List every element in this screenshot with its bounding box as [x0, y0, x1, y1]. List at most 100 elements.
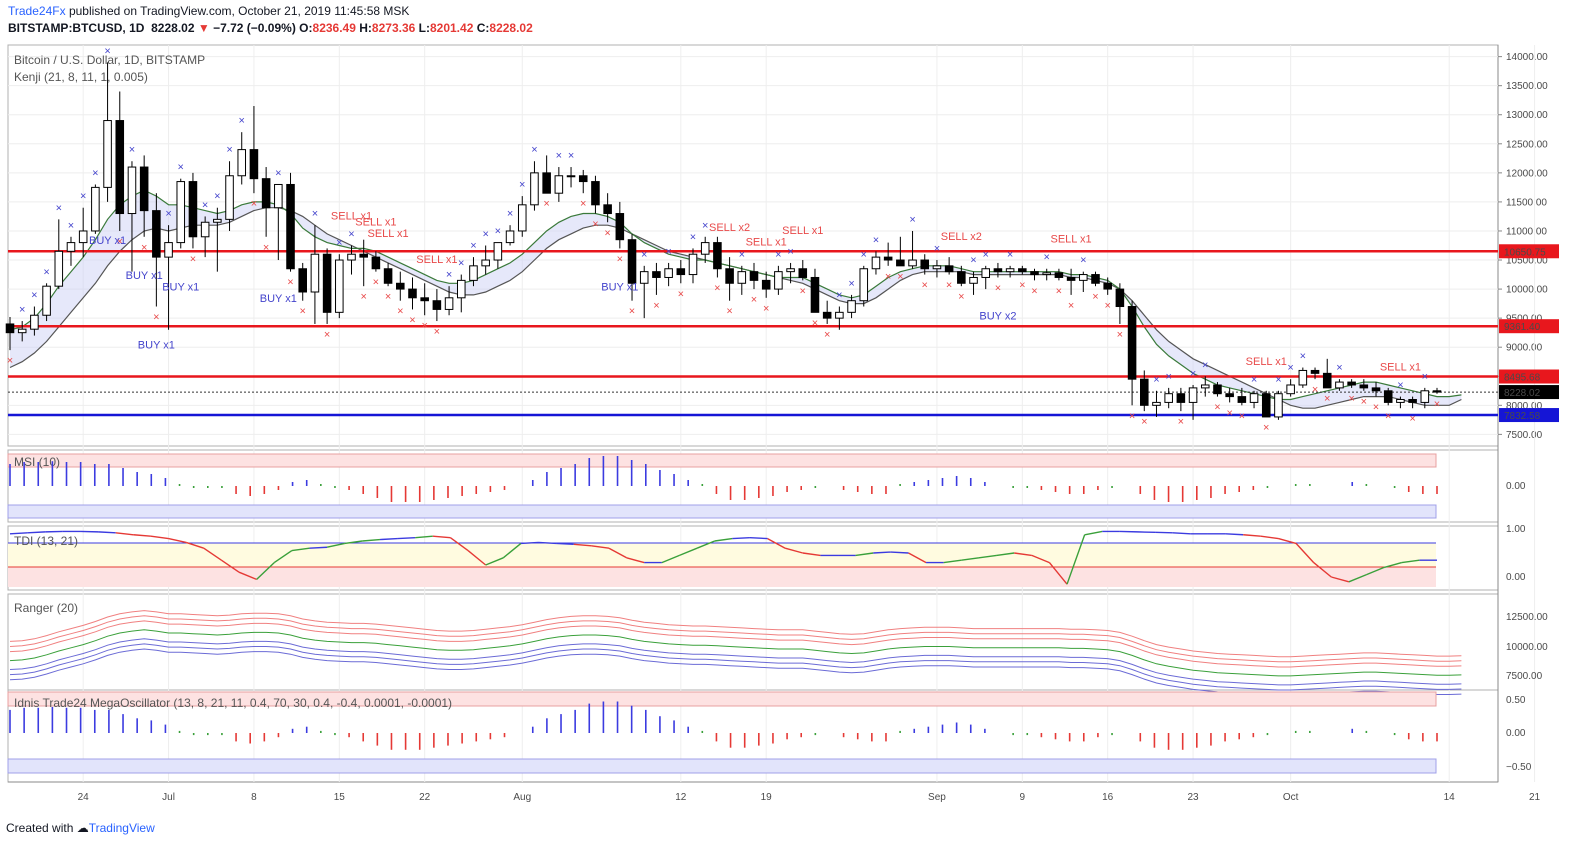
last-price: 8228.02 [151, 21, 195, 35]
candle-body [1127, 306, 1137, 380]
buy-marker-icon: × [1251, 374, 1257, 386]
y-tick-label: 11500.00 [1506, 197, 1547, 208]
candle-body [786, 268, 795, 273]
candle-body [335, 259, 344, 313]
sell-signal-label: SELL x1 [368, 228, 409, 240]
tdi-line [961, 557, 980, 561]
buy-marker-icon: × [458, 258, 464, 270]
buy-marker-icon: × [836, 290, 842, 302]
tdi-line [502, 542, 522, 559]
x-tick-label: 16 [1102, 792, 1114, 803]
ranger-band [9, 643, 1462, 691]
sell-marker-icon: × [1385, 410, 1391, 422]
buy-marker-icon: × [556, 150, 562, 162]
tdi-line [943, 559, 962, 564]
candle-body [1140, 378, 1149, 406]
x-tick-label: Jul [162, 792, 175, 803]
sell-marker-icon: × [153, 312, 159, 324]
candle-body [798, 268, 808, 278]
tdi-line [802, 552, 821, 557]
tdi-line [98, 531, 116, 534]
x-tick-label: 23 [1188, 792, 1200, 803]
sell-marker-icon: × [922, 280, 928, 292]
candle-body [5, 323, 15, 334]
symbol-name: BITSTAMP:BTCUSD, 1D [8, 21, 145, 35]
tradingview-link[interactable]: TradingView [88, 821, 155, 835]
candle-body [286, 183, 295, 270]
indicator-label: Kenji (21, 8, 11, 1, 0.005) [14, 70, 148, 84]
candle-body [1176, 393, 1186, 403]
sell-signal-label: SELL x1 [782, 225, 823, 237]
buy-marker-icon: × [909, 214, 915, 226]
msi-upper-zone [7, 453, 1437, 468]
candle-body [981, 268, 991, 278]
sell-marker-icon: × [885, 271, 891, 283]
buy-marker-icon: × [873, 234, 879, 246]
candle-body [1188, 387, 1198, 403]
tdi-line [732, 536, 750, 540]
buy-marker-icon: × [312, 208, 318, 220]
candle-body [1030, 271, 1039, 276]
buy-marker-icon: × [275, 167, 281, 179]
buy-marker-icon: × [739, 249, 745, 261]
tdi-line [238, 571, 257, 581]
tdi-line [608, 547, 627, 559]
x-tick-label: 9 [1020, 792, 1026, 803]
candle-body [188, 181, 198, 238]
buy-marker-icon: × [641, 249, 647, 261]
tdi-line [379, 537, 398, 541]
tdi-line [168, 537, 187, 544]
candle-body [310, 253, 320, 293]
buy-marker-icon: × [482, 229, 488, 241]
ranger-title: Ranger (20) [14, 601, 78, 615]
candle-body [1054, 272, 1064, 278]
tdi-line [185, 541, 205, 549]
tdi-line [1260, 535, 1279, 540]
sell-marker-icon: × [1214, 402, 1220, 414]
sell-marker-icon: × [763, 303, 769, 315]
tdi-line [1331, 576, 1350, 583]
tdi-line [908, 552, 927, 564]
sell-marker-icon: × [190, 253, 196, 265]
x-tick-label: 22 [419, 792, 431, 803]
buy-marker-icon: × [775, 249, 781, 261]
candle-body [517, 204, 527, 232]
tdi-line [556, 542, 574, 546]
buy-marker-icon: × [470, 240, 476, 252]
candle-body [957, 271, 966, 284]
candle-body [1261, 393, 1271, 418]
publish-header: Trade24Fx published on TradingView.com, … [8, 4, 409, 18]
candle-body [1432, 390, 1442, 393]
candle-body [578, 175, 588, 183]
tdi-line [1243, 534, 1261, 537]
candle-body [932, 265, 942, 270]
candle-body [1066, 276, 1076, 281]
low-label: L: [418, 21, 430, 35]
buy-marker-icon: × [983, 249, 989, 261]
tdi-line [1278, 537, 1297, 545]
osc-tick: −0.50 [1506, 762, 1532, 773]
buy-signal-label: BUY x1 [138, 340, 175, 352]
ranger-band [9, 638, 1462, 686]
buy-marker-icon: × [568, 150, 574, 162]
candle-body [469, 265, 478, 281]
buy-marker-icon: × [690, 231, 696, 243]
sell-signal-label: SELL x2 [709, 222, 750, 234]
footer: Created with ☁TradingView [6, 821, 155, 835]
candle-body [432, 300, 442, 310]
y-tick-label: 14000.00 [1506, 52, 1548, 63]
candle-body [17, 328, 27, 334]
buy-marker-icon: × [92, 167, 98, 179]
tdi-line [273, 550, 293, 564]
ranger-tick: 10000.00 [1506, 642, 1548, 653]
tdi-line [855, 552, 874, 557]
candle-body [1274, 393, 1283, 418]
buy-marker-icon: × [1336, 362, 1342, 374]
y-tick-label: 13500.00 [1506, 81, 1548, 92]
tdi-line [1048, 562, 1068, 585]
sell-marker-icon: × [592, 219, 598, 231]
buy-marker-icon: × [104, 45, 110, 57]
tdi-line [1313, 562, 1332, 578]
publisher-link[interactable]: Trade24Fx [8, 4, 66, 18]
